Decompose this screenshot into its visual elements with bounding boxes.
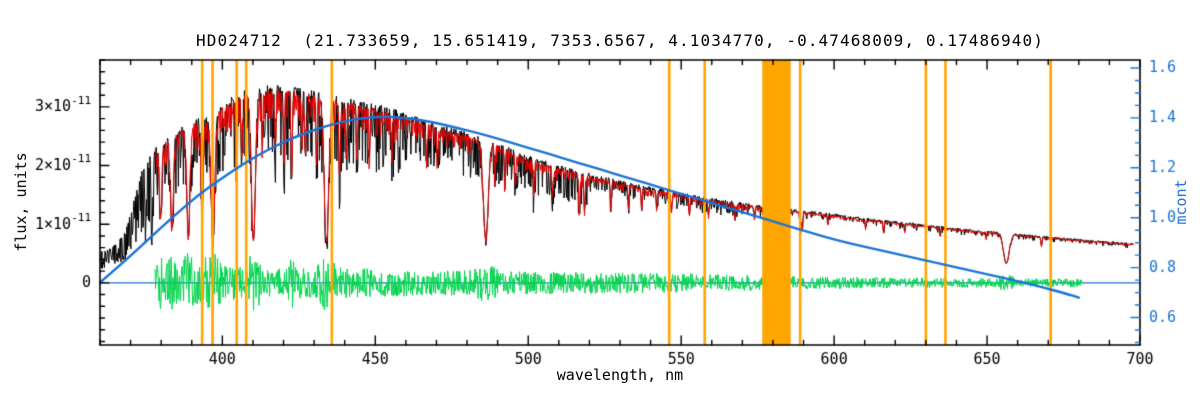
y-axis-right-label: mcont <box>1172 179 1190 225</box>
plot-title: HD024712 (21.733659, 15.651419, 7353.656… <box>196 31 1044 50</box>
x-axis-label: wavelength, nm <box>556 366 684 384</box>
y-axis-left-label: flux, units <box>12 152 30 252</box>
